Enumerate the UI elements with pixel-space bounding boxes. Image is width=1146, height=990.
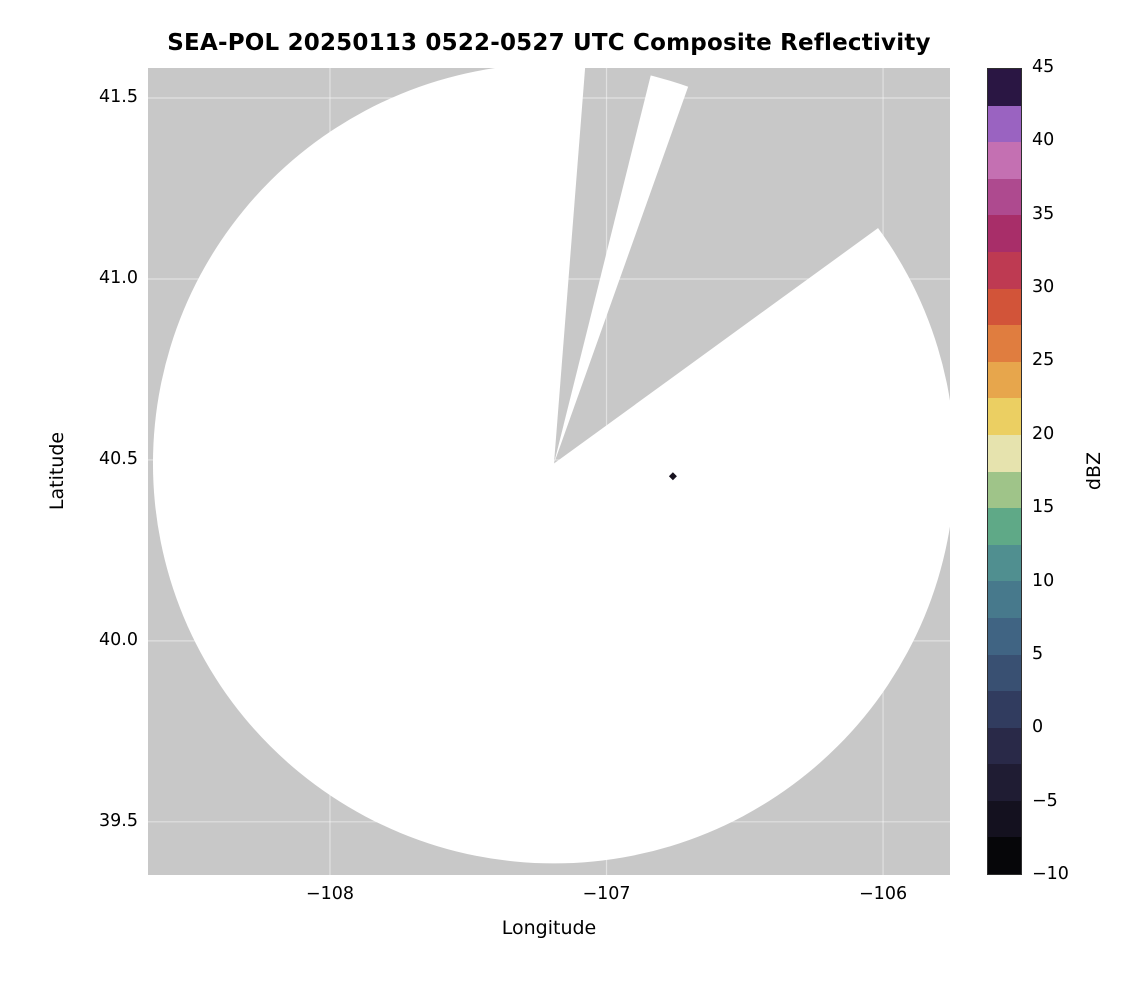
colorbar — [987, 68, 1022, 875]
missing-data-sector — [553, 68, 950, 464]
colorbar-tick-label: 0 — [1032, 717, 1044, 738]
y-axis-tick-label: 41.0 — [99, 267, 138, 288]
x-axis-tick-label: −108 — [305, 884, 354, 904]
colorbar-tick-label: 25 — [1032, 350, 1055, 371]
colorbar-segment — [988, 325, 1021, 362]
colorbar-segment — [988, 361, 1021, 399]
y-axis-tick-label: 39.5 — [99, 810, 138, 831]
radar-plot-canvas — [148, 68, 950, 875]
colorbar-segment — [988, 837, 1021, 875]
colorbar-segment — [988, 215, 1021, 252]
colorbar-tick-label: 40 — [1032, 130, 1055, 151]
colorbar-segment — [988, 654, 1021, 692]
y-axis-label: Latitude — [46, 431, 68, 511]
y-axis-tick-label: 40.5 — [99, 448, 138, 469]
x-axis-label: Longitude — [501, 917, 597, 939]
y-axis-tick-label: 41.5 — [99, 87, 138, 108]
colorbar-segment — [988, 581, 1021, 618]
y-axis-tick-label: 40.0 — [99, 629, 138, 650]
colorbar-tick-label: 20 — [1032, 423, 1055, 444]
colorbar-segment — [988, 142, 1021, 179]
colorbar-segment — [988, 69, 1021, 106]
plot-area — [148, 68, 950, 875]
colorbar-tick-label: 35 — [1032, 203, 1055, 224]
colorbar-tick-label: 15 — [1032, 497, 1055, 518]
colorbar-tick-label: 45 — [1032, 57, 1055, 77]
colorbar-tick-label: 30 — [1032, 277, 1055, 298]
colorbar-segment — [988, 178, 1021, 216]
colorbar-label: dBZ — [1083, 451, 1105, 491]
colorbar-tick-label: −10 — [1032, 864, 1069, 884]
colorbar-tick-label: 5 — [1032, 643, 1044, 664]
colorbar-tick-label: 10 — [1032, 570, 1055, 591]
colorbar-segment — [988, 105, 1021, 143]
colorbar-segment — [988, 544, 1021, 582]
colorbar-segment — [988, 800, 1021, 838]
colorbar-segment — [988, 764, 1021, 801]
colorbar-segment — [988, 727, 1021, 765]
colorbar-segment — [988, 251, 1021, 289]
colorbar-segment — [988, 288, 1021, 326]
colorbar-segment — [988, 398, 1021, 435]
x-axis-tick-label: −107 — [582, 884, 631, 904]
colorbar-segment — [988, 471, 1021, 509]
figure-title: SEA-POL 20250113 0522-0527 UTC Composite… — [167, 30, 931, 56]
colorbar-segment — [988, 617, 1021, 655]
colorbar-tick-label: −5 — [1032, 790, 1058, 811]
colorbar-segment — [988, 691, 1021, 728]
x-axis-tick-label: −106 — [859, 884, 908, 904]
colorbar-segment — [988, 508, 1021, 545]
colorbar-segment — [988, 434, 1021, 472]
radar-echo — [668, 472, 677, 481]
